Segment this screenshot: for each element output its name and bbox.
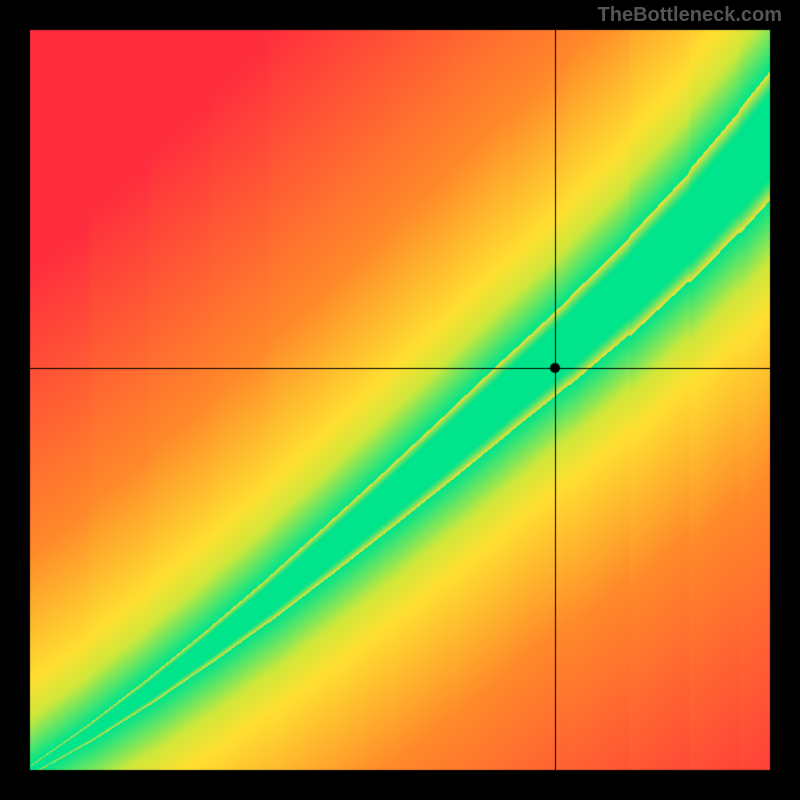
watermark-text: TheBottleneck.com: [598, 4, 782, 27]
bottleneck-heatmap: [0, 0, 800, 800]
